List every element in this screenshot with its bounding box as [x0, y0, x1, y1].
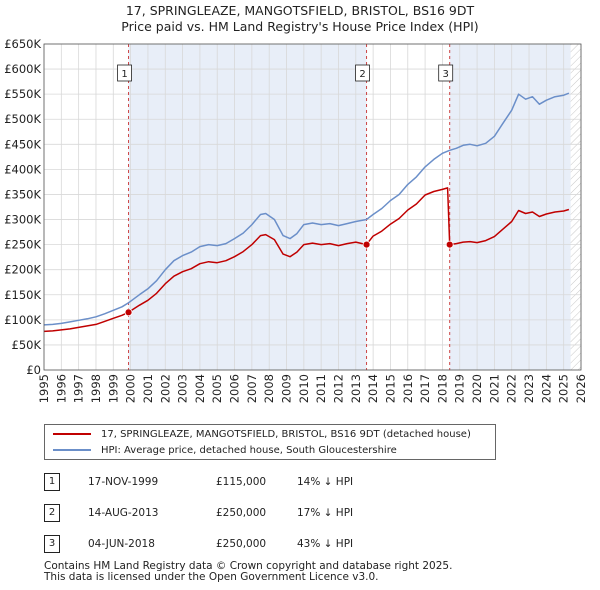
- sale-point: [362, 240, 371, 249]
- footer-copyright: Contains HM Land Registry data © Crown c…: [44, 560, 453, 572]
- y-tick-label: £550K: [4, 87, 41, 101]
- y-tick-label: £500K: [4, 112, 41, 126]
- series-line-hpi: [43, 92, 570, 326]
- x-tick-label: 2007: [245, 374, 259, 403]
- x-tick-label: 2024: [539, 374, 553, 403]
- legend-item-hpi: HPI: Average price, detached house, Sout…: [53, 443, 397, 459]
- chart-title-line2: Price paid vs. HM Land Registry's House …: [121, 19, 479, 34]
- y-tick-label: £600K: [4, 62, 41, 76]
- sale-number-badge: 1: [44, 473, 60, 491]
- x-tick-label: 2016: [401, 374, 415, 403]
- x-tick-label: 1997: [72, 374, 86, 403]
- y-tick-label: £650K: [4, 37, 41, 51]
- sale-marker-labels: 1 2 3: [117, 64, 454, 82]
- sale-hpi-delta: 14% ↓ HPI: [297, 476, 354, 488]
- x-tick-label: 2015: [383, 374, 397, 403]
- chart-title-line1: 17, SPRINGLEAZE, MANGOTSFIELD, BRISTOL, …: [125, 3, 475, 18]
- sale-date: 17-NOV-1999: [88, 476, 159, 488]
- sale-marker-number: 3: [443, 69, 449, 80]
- x-tick-label: 1996: [54, 374, 68, 403]
- plot-border: [43, 43, 582, 371]
- sale-number-badge: 3: [44, 535, 60, 553]
- sale-number-badge: 2: [44, 504, 60, 522]
- x-tick-label: 2003: [176, 374, 190, 403]
- y-tick-label: £350K: [4, 187, 41, 201]
- grid-lines: [43, 43, 582, 371]
- x-axis-ticks: 1995 1996 1997 1998 1999 2000 2001 2002 2003 2004…: [37, 374, 588, 403]
- sale-point: [445, 240, 454, 249]
- x-tick-label: 2023: [522, 374, 536, 403]
- legend-swatch-hpi: [53, 449, 91, 451]
- y-tick-label: £0: [26, 363, 41, 377]
- sale-date: 04-JUN-2018: [88, 538, 155, 550]
- sale-date: 14-AUG-2013: [88, 507, 159, 519]
- axes: [43, 43, 582, 371]
- x-tick-label: 2014: [366, 374, 380, 403]
- x-tick-label: 1998: [89, 374, 103, 403]
- y-axis-ticks: £0 £50K £100K £150K £200K £250K £300K £350K £400…: [4, 37, 41, 377]
- x-tick-label: 2006: [228, 374, 242, 403]
- x-tick-label: 2011: [314, 374, 328, 403]
- sale-price: £250,000: [216, 507, 267, 519]
- sale-point: [124, 308, 133, 317]
- sale-marker-number: 2: [359, 69, 365, 80]
- legend-swatch-property: [53, 433, 91, 435]
- y-tick-label: £300K: [4, 213, 41, 227]
- x-tick-label: 2026: [574, 374, 588, 403]
- x-tick-label: 2019: [453, 374, 467, 403]
- x-tick-label: 2005: [210, 374, 224, 403]
- sale-hpi-delta: 17% ↓ HPI: [297, 507, 354, 519]
- x-tick-label: 2022: [505, 374, 519, 403]
- shaded-range: [128, 44, 367, 370]
- y-tick-label: £150K: [4, 288, 41, 302]
- sale-marker-number: 1: [121, 69, 127, 80]
- y-tick-label: £200K: [4, 263, 41, 277]
- x-tick-label: 2020: [470, 374, 484, 403]
- price-chart: £0 £50K £100K £150K £200K £250K £300K £350K £400…: [4, 37, 588, 403]
- series-lines: [43, 92, 570, 333]
- chart-title: 17, SPRINGLEAZE, MANGOTSFIELD, BRISTOL, …: [0, 3, 600, 35]
- sale-price: £115,000: [216, 476, 267, 488]
- x-tick-label: 2013: [349, 374, 363, 403]
- y-tick-label: £450K: [4, 137, 41, 151]
- x-tick-label: 2002: [158, 374, 172, 403]
- legend-label-property: 17, SPRINGLEAZE, MANGOTSFIELD, BRISTOL, …: [101, 429, 471, 440]
- shaded-ownership-ranges: [128, 44, 581, 370]
- sale-marker-box: [355, 64, 370, 82]
- sale-price: £250,000: [216, 538, 267, 550]
- hatched-forecast-region: [570, 44, 581, 370]
- legend: 17, SPRINGLEAZE, MANGOTSFIELD, BRISTOL, …: [44, 424, 496, 460]
- sale-hpi-delta: 43% ↓ HPI: [297, 538, 354, 550]
- x-tick-label: 1999: [106, 374, 120, 403]
- x-tick-label: 2017: [418, 374, 432, 403]
- y-tick-label: £100K: [4, 313, 41, 327]
- x-tick-label: 2008: [262, 374, 276, 403]
- x-tick-label: 1995: [37, 374, 51, 403]
- x-tick-label: 2001: [141, 374, 155, 403]
- series-line-property: [43, 187, 570, 333]
- sale-points: [124, 240, 454, 317]
- y-tick-label: £250K: [4, 238, 41, 252]
- x-tick-label: 2012: [331, 374, 345, 403]
- y-tick-label: £400K: [4, 162, 41, 176]
- x-tick-label: 2009: [280, 374, 294, 403]
- x-tick-label: 2010: [297, 374, 311, 403]
- x-tick-label: 2000: [124, 374, 138, 403]
- sale-marker-box: [117, 64, 132, 82]
- x-tick-label: 2021: [487, 374, 501, 403]
- x-tick-label: 2004: [193, 374, 207, 403]
- legend-item-property: 17, SPRINGLEAZE, MANGOTSFIELD, BRISTOL, …: [53, 427, 471, 443]
- y-tick-label: £50K: [12, 338, 42, 352]
- x-tick-label: 2018: [435, 374, 449, 403]
- sale-marker-box: [438, 64, 454, 82]
- legend-label-hpi: HPI: Average price, detached house, Sout…: [101, 445, 397, 456]
- footer-licence: This data is licensed under the Open Gov…: [44, 571, 379, 583]
- footer: Contains HM Land Registry data © Crown c…: [44, 561, 452, 583]
- x-tick-label: 2025: [557, 374, 571, 403]
- shaded-range: [449, 44, 571, 370]
